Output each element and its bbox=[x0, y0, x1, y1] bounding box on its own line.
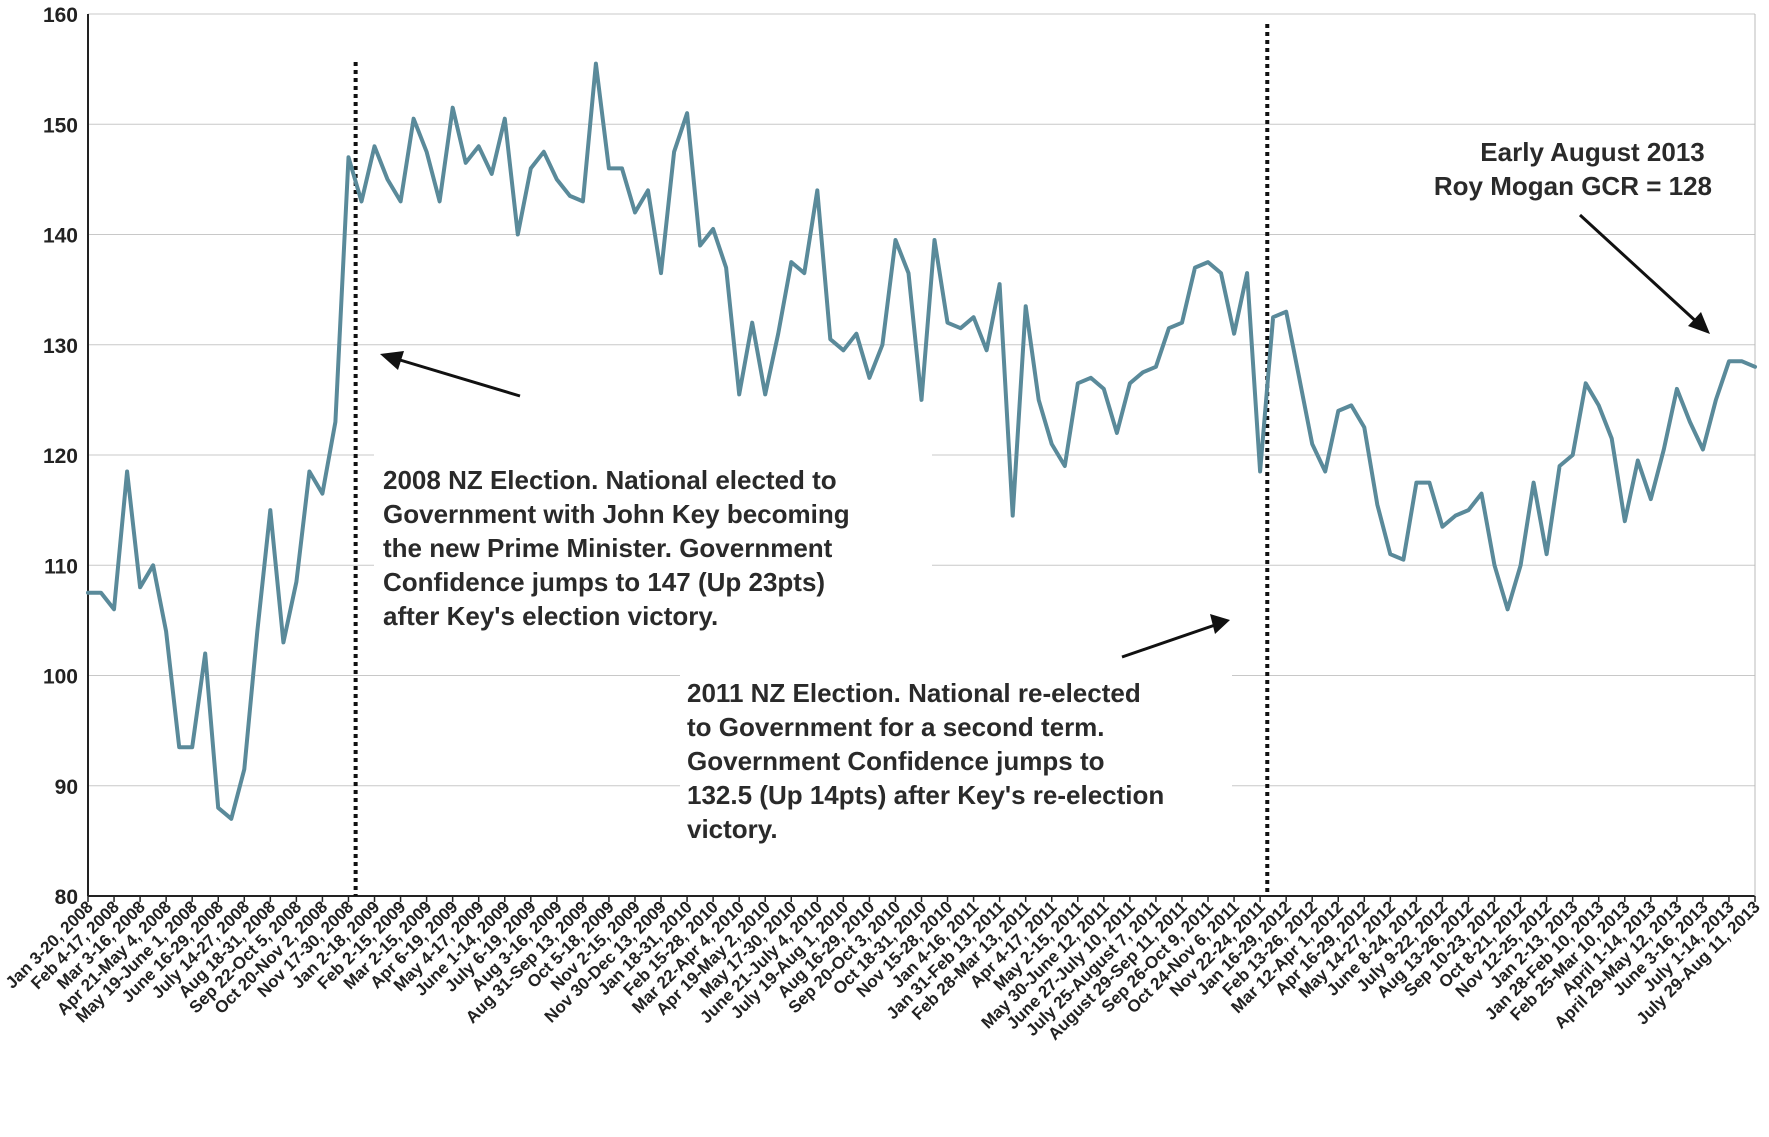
arrow-2011-election bbox=[1121, 614, 1230, 659]
y-axis-tick-labels: 80 90 100 110 120 130 140 150 160 bbox=[43, 4, 78, 909]
annotation-2008-line-5: after Key's election victory. bbox=[383, 601, 718, 631]
y-tick-label: 80 bbox=[55, 886, 78, 909]
series-line-government-confidence bbox=[86, 61, 1757, 821]
annotation-2008-line-1: 2008 NZ Election. National elected to bbox=[383, 465, 837, 495]
arrow-2008-election bbox=[380, 351, 521, 398]
annotations: 2008 NZ Election. National elected to Go… bbox=[374, 137, 1712, 852]
election-markers bbox=[353, 24, 1270, 896]
annotation-2008-line-3: the new Prime Minister. Government bbox=[383, 533, 833, 563]
annotation-aug-2013: Early August 2013 Roy Mogan GCR = 128 bbox=[1434, 137, 1712, 201]
annotation-2011-line-1: 2011 NZ Election. National re-elected bbox=[687, 678, 1141, 708]
y-tick-label: 110 bbox=[44, 555, 78, 578]
y-tick-label: 120 bbox=[43, 445, 78, 468]
annotation-aug-2013-line-2: Roy Mogan GCR = 128 bbox=[1434, 171, 1712, 201]
y-tick-label: 130 bbox=[43, 335, 78, 358]
y-tick-label: 90 bbox=[55, 776, 78, 799]
y-tick-label: 160 bbox=[43, 4, 78, 27]
annotation-2008-background bbox=[374, 452, 932, 637]
annotation-2011-line-5: victory. bbox=[687, 814, 778, 844]
annotation-2011-election: 2011 NZ Election. National re-elected to… bbox=[687, 678, 1172, 844]
y-tick-label: 140 bbox=[43, 225, 78, 248]
annotation-2011-background bbox=[680, 664, 1232, 852]
arrow-aug-2013 bbox=[1578, 213, 1710, 334]
annotation-2011-line-3: Government Confidence jumps to bbox=[687, 746, 1105, 776]
annotation-aug-2013-line-1: Early August 2013 bbox=[1480, 137, 1704, 167]
annotation-2008-election: 2008 NZ Election. National elected to Go… bbox=[383, 465, 857, 631]
annotation-2008-line-2: Government with John Key becoming bbox=[383, 499, 850, 529]
annotation-2011-line-2: to Government for a second term. bbox=[687, 712, 1105, 742]
y-tick-label: 100 bbox=[43, 666, 78, 689]
y-tick-label: 150 bbox=[43, 114, 78, 137]
annotation-2011-line-4: 132.5 (Up 14pts) after Key's re-election bbox=[687, 780, 1164, 810]
series-lines bbox=[86, 61, 1757, 821]
annotation-2008-line-4: Confidence jumps to 147 (Up 23pts) bbox=[383, 567, 825, 597]
